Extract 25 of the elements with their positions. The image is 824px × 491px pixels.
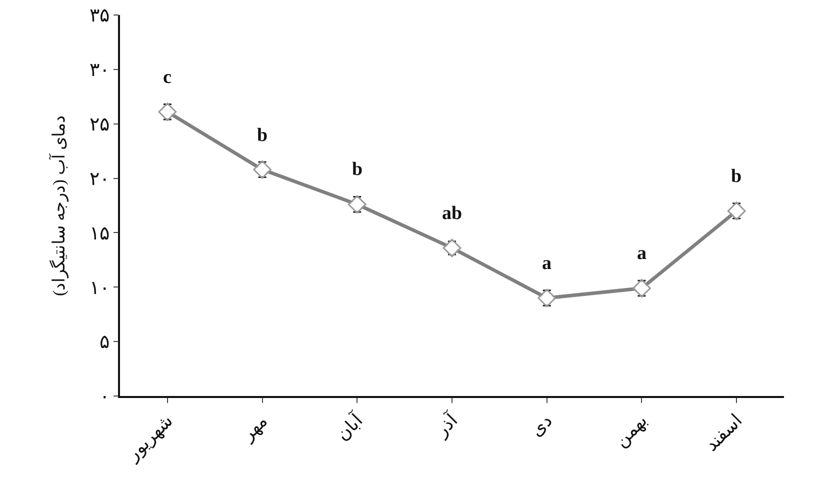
y-tick-label: ۱۰ [89,278,110,299]
x-tick-label: آذر [430,408,463,442]
y-tick-label: ۳۵ [89,6,110,27]
x-tick-label: دی [526,410,556,440]
x-tick-label: آبان [332,408,368,444]
y-tick-label: ۳۰ [89,60,110,82]
x-tick-label: شهریور [122,410,178,466]
annotation: b [352,159,363,180]
y-tick-label: ۲۰ [89,168,110,190]
x-tick-label: بهمن [610,410,652,452]
annotation: a [542,253,552,274]
y-tick-label: ۲۵ [89,114,110,136]
y-tick-label: ۱۵ [89,223,110,244]
point [348,195,366,214]
annotation: c [163,67,172,88]
x-tick-label: اسفند [701,410,746,455]
x-tick-label: مهر [236,410,272,446]
annotation: b [731,166,742,187]
annotation: ab [442,203,462,224]
point [538,288,556,308]
annotation: a [637,243,647,264]
y-axis-title: دمای آب (درجه سانتیگراد) [48,114,70,296]
y-tick-label: ۵ [99,332,110,354]
annotation: b [257,125,268,146]
y-tick-label: ۰ [99,386,110,408]
